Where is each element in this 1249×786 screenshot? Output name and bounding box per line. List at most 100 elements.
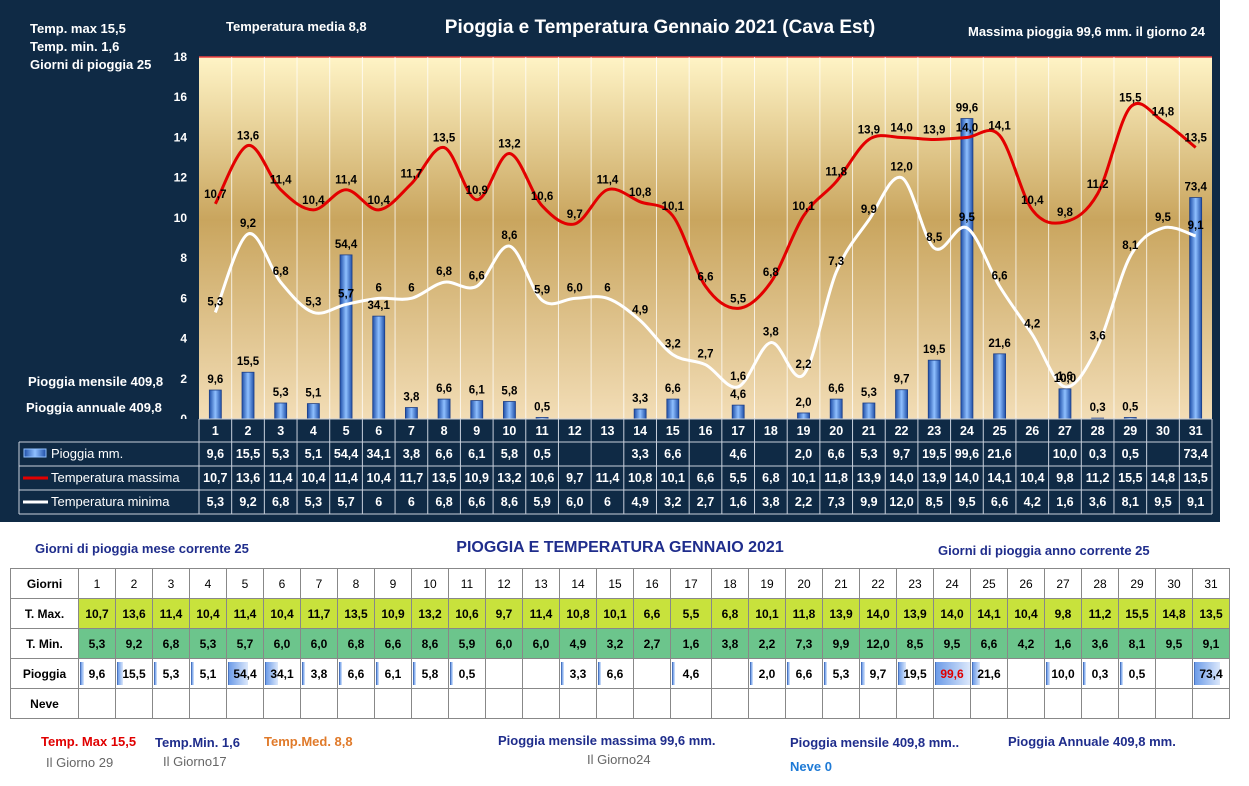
snow-cell — [337, 688, 375, 719]
table-cell-value: 11,7 — [400, 471, 424, 485]
table-row-rain: Pioggia 9,6 15,5 5,3 5,1 54,4 34,1 3,8 6,6 6,1 5,8… — [10, 658, 1230, 689]
table-cell-value: 1,6 — [1056, 495, 1073, 509]
snow-cell — [152, 688, 190, 719]
rain-data-label: 6,6 — [665, 383, 681, 395]
rain-data-label: 10,0 — [1054, 373, 1076, 385]
rain-cell-bar — [824, 662, 827, 685]
tmax-cell: 11,7 — [300, 598, 338, 629]
rain-bar — [960, 118, 974, 420]
snow-cell — [226, 688, 264, 719]
snow-cell — [896, 688, 934, 719]
tmax-data-label: 10,1 — [792, 201, 815, 213]
day-cell: 30 — [1155, 568, 1193, 599]
rain-cell-value: 6,6 — [606, 666, 624, 681]
rain-data-label: 5,1 — [305, 388, 322, 400]
tmin-data-label: 9,1 — [1188, 220, 1205, 232]
table-cell-value: 4,6 — [729, 447, 746, 461]
tmin-data-label: 4,2 — [1024, 319, 1040, 331]
rain-cell: 0,5 — [448, 658, 486, 689]
rain-data-label: 0,3 — [1090, 402, 1106, 414]
snow-cell — [933, 688, 971, 719]
rain-cell: 0,5 — [1118, 658, 1156, 689]
tmin-cell: 1,6 — [670, 628, 712, 659]
table-cell-value: 73,4 — [1183, 447, 1207, 461]
tmin-cell: 9,9 — [822, 628, 860, 659]
table-cell-value: 6,8 — [435, 495, 452, 509]
tmin-cell: 3,2 — [596, 628, 634, 659]
footer-temp-max-day: Il Giorno 29 — [46, 755, 114, 770]
table-cell-value: 11,4 — [596, 471, 620, 485]
table-cell-value: 5,3 — [272, 447, 289, 461]
rain-bar — [470, 400, 484, 420]
rain-cell-bar — [154, 662, 157, 685]
rain-bar — [829, 398, 843, 420]
y-tick-label: 14 — [174, 130, 188, 144]
day-cell: 8 — [337, 568, 375, 599]
rain-cell — [1155, 658, 1193, 689]
footer-monthly: Pioggia mensile 409,8 mm.. — [790, 735, 960, 750]
rain-cell-bar — [1046, 662, 1050, 685]
summary-section: Giorni di pioggia mese corrente 25 PIOGG… — [0, 530, 1249, 786]
rain-days-year: Giorni di pioggia anno corrente 25 — [938, 543, 1150, 558]
table-cell-value: 14,1 — [987, 471, 1011, 485]
day-cell: 23 — [896, 568, 934, 599]
table-cell-value: 11,8 — [824, 471, 848, 485]
table-cell-value: 99,6 — [955, 447, 979, 461]
snow-cell — [411, 688, 449, 719]
snow-cell — [300, 688, 338, 719]
rain-cell-value: 4,6 — [682, 666, 700, 681]
snow-cell — [970, 688, 1008, 719]
table-cell-value: 14,8 — [1151, 471, 1175, 485]
tmin-cell: 6,8 — [152, 628, 190, 659]
tmax-cell: 9,7 — [485, 598, 523, 629]
rain-cell: 5,3 — [822, 658, 860, 689]
table-cell-value: 3,2 — [664, 495, 681, 509]
y-tick-label: 12 — [174, 171, 188, 185]
x-tick-label: 16 — [699, 424, 713, 438]
table-cell-value: 9,6 — [207, 447, 224, 461]
day-cell: 31 — [1192, 568, 1230, 599]
tmax-data-label: 10,7 — [204, 189, 226, 201]
data-table-bg — [19, 419, 1212, 515]
table-cell-value: 12,0 — [889, 495, 913, 509]
annual-rain-summary: Pioggia annuale 409,8 — [26, 400, 162, 415]
x-tick-label: 9 — [473, 424, 480, 438]
rain-cell-value: 2,0 — [758, 666, 776, 681]
rain-cell: 5,8 — [411, 658, 449, 689]
day-cell: 2 — [115, 568, 153, 599]
rain-cell: 0,3 — [1081, 658, 1119, 689]
tmax-data-label: 10,4 — [1021, 195, 1044, 207]
table-cell-value: 13,5 — [1183, 471, 1207, 485]
tmin-data-label: 6 — [408, 282, 414, 294]
table-cell-value: 5,3 — [305, 495, 322, 509]
rain-cell: 9,6 — [78, 658, 116, 689]
tmax-cell: 10,9 — [374, 598, 412, 629]
x-tick-label: 29 — [1123, 424, 1137, 438]
rain-cell-value: 6,1 — [384, 666, 402, 681]
table-cell-value: 9,5 — [958, 495, 975, 509]
snow-cell — [263, 688, 301, 719]
rain-cell-bar — [1083, 662, 1086, 685]
day-cell: 29 — [1118, 568, 1156, 599]
rain-cell: 6,1 — [374, 658, 412, 689]
rain-bar — [731, 404, 745, 420]
tmax-cell: 11,4 — [226, 598, 264, 629]
day-cell: 12 — [485, 568, 523, 599]
tmin-data-label: 5,7 — [338, 288, 354, 300]
footer-max-monthly: Pioggia mensile massima 99,6 mm. — [498, 733, 716, 748]
rain-cell — [711, 658, 749, 689]
snow-cell — [115, 688, 153, 719]
day-cell: 3 — [152, 568, 190, 599]
tmin-data-label: 3,2 — [665, 339, 681, 351]
x-tick-label: 21 — [862, 424, 876, 438]
tmax-data-label: 13,5 — [1184, 133, 1207, 145]
rain-data-label: 19,5 — [923, 344, 946, 356]
day-cell: 11 — [448, 568, 486, 599]
rain-cell-value: 5,3 — [162, 666, 180, 681]
snow-cell — [485, 688, 523, 719]
tmax-cell: 11,4 — [522, 598, 560, 629]
tmin-cell: 3,8 — [711, 628, 749, 659]
rain-cell-bar — [561, 662, 564, 685]
table-cell-value: 54,4 — [334, 447, 358, 461]
rain-cell-value: 5,3 — [832, 666, 850, 681]
